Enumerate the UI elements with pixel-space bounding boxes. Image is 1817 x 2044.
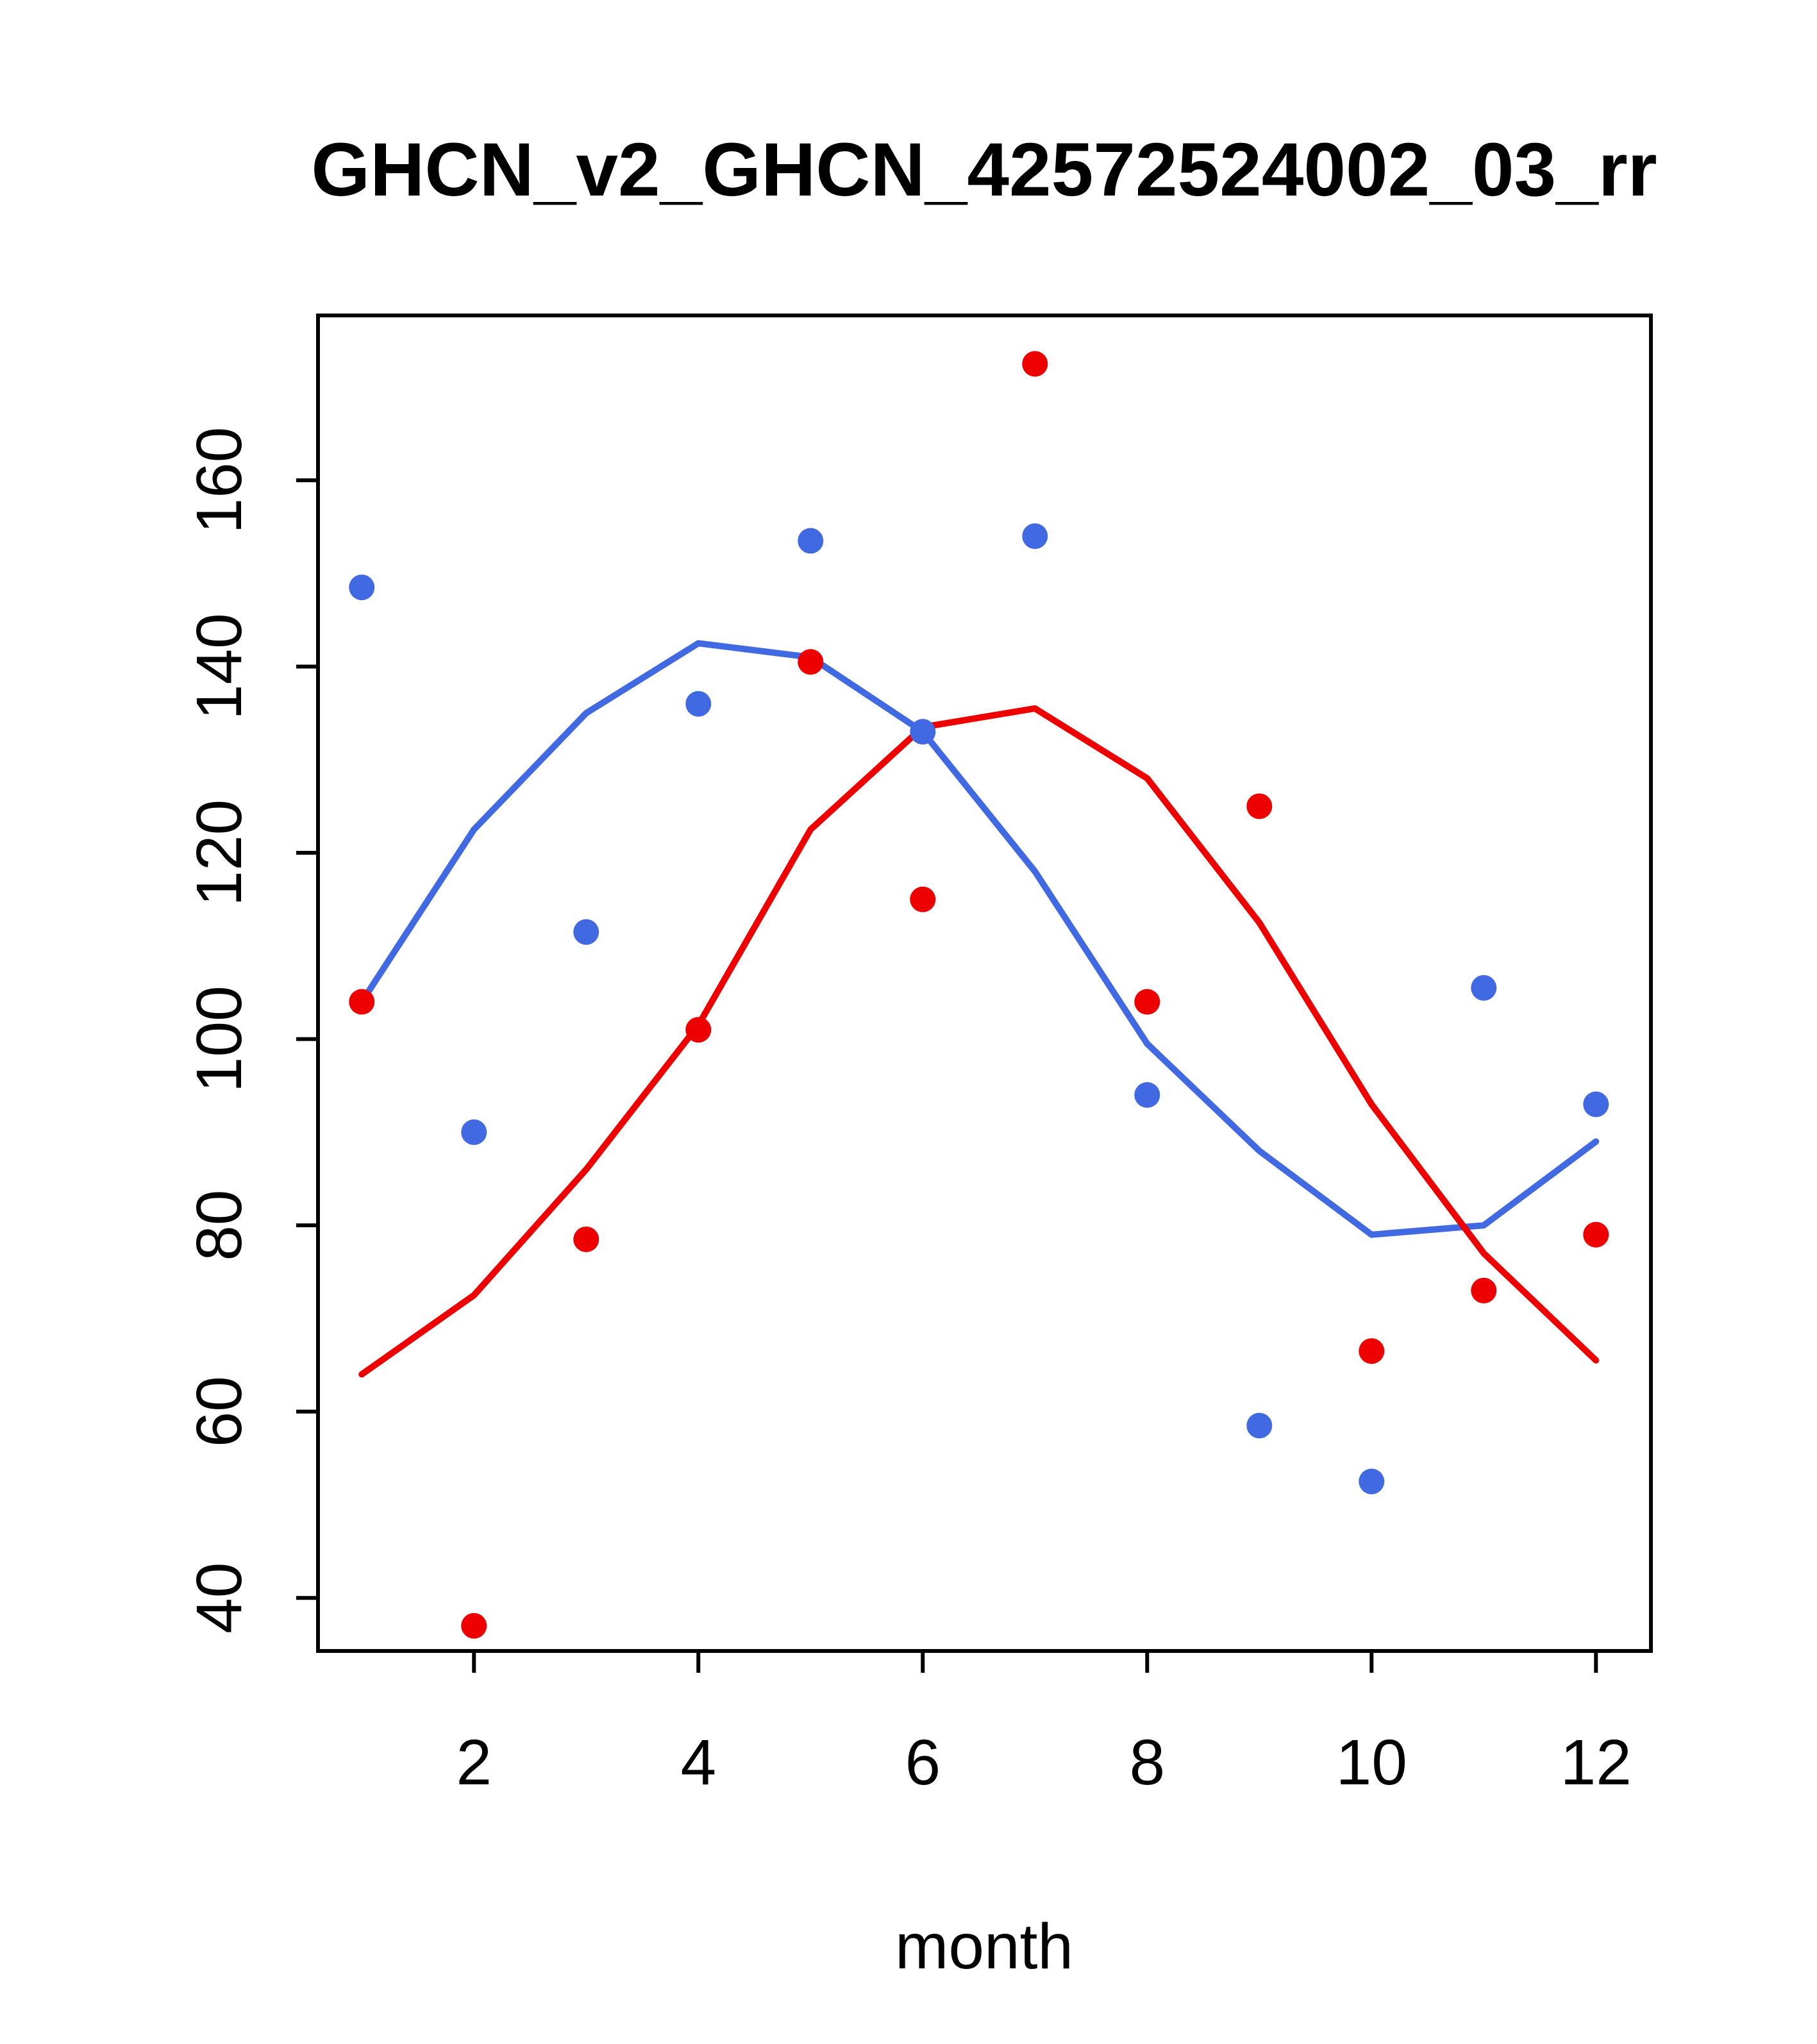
data-point-red-points	[1022, 351, 1048, 377]
data-point-blue-points	[1022, 523, 1048, 549]
y-tick-label: 80	[183, 1190, 255, 1261]
data-point-blue-points	[1471, 975, 1497, 1001]
x-axis: 2 4 6 8 10 12	[456, 1651, 1632, 1798]
data-point-red-points	[573, 1226, 599, 1252]
x-tick-label: 6	[905, 1727, 941, 1798]
x-axis-label: month	[895, 1911, 1073, 1982]
data-point-blue-points	[1359, 1468, 1385, 1495]
data-point-red-points	[461, 1613, 487, 1639]
y-axis: 40 60 80 100 120 140 160	[183, 427, 318, 1634]
data-point-red-points	[1359, 1338, 1385, 1364]
data-point-blue-points	[1583, 1091, 1609, 1118]
y-tick-label: 40	[183, 1562, 255, 1634]
x-tick-label: 12	[1561, 1727, 1632, 1798]
data-point-red-points	[349, 989, 375, 1015]
data-point-red-points	[1134, 989, 1160, 1015]
data-point-red-points	[798, 649, 824, 675]
chart-title: GHCN_v2_GHCN_42572524002_03_rr	[311, 128, 1657, 212]
data-point-red-points	[1246, 793, 1273, 819]
y-tick-label: 120	[183, 800, 255, 907]
data-point-red-points	[1471, 1277, 1497, 1303]
data-series-layer	[349, 351, 1609, 1639]
x-tick-label: 2	[456, 1727, 492, 1798]
data-point-blue-points	[573, 919, 599, 945]
plot-border	[316, 314, 1653, 1653]
trend-red-line	[358, 705, 1600, 1378]
data-point-blue-points	[1246, 1412, 1273, 1439]
x-tick-label: 8	[1129, 1727, 1165, 1798]
trend-blue-line	[358, 640, 1600, 1238]
data-point-blue-points	[685, 691, 712, 717]
y-tick-label: 160	[183, 427, 255, 534]
data-point-blue-points	[349, 574, 375, 601]
data-point-blue-points	[1134, 1082, 1160, 1108]
x-tick-label: 4	[680, 1727, 716, 1798]
y-tick-label: 100	[183, 985, 255, 1093]
x-tick-label: 10	[1336, 1727, 1407, 1798]
y-tick-label: 60	[183, 1376, 255, 1447]
data-point-blue-points	[798, 528, 824, 554]
y-tick-label: 140	[183, 613, 255, 720]
data-point-blue-points	[910, 719, 936, 745]
data-point-red-points	[1583, 1221, 1609, 1248]
data-point-red-points	[910, 886, 936, 912]
data-point-red-points	[685, 1017, 712, 1043]
data-point-blue-points	[461, 1119, 487, 1145]
